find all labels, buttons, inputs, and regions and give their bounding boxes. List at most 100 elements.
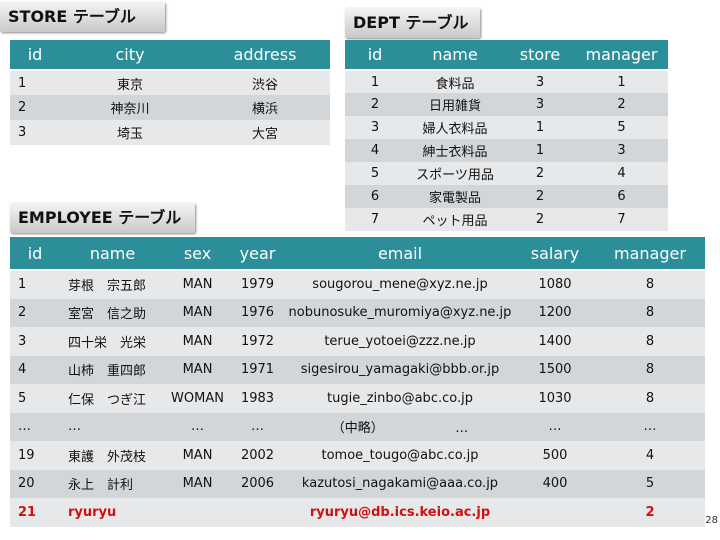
cell: 埼玉 [60, 120, 200, 145]
row: 3 四十栄 光栄 MAN 1972 terue_yotoei@zzz.ne.jp 1400… [10, 327, 705, 356]
header-cell: store [505, 40, 575, 71]
row: 19 東護 外茂枝 MAN 2002 tomoe_tougo@abc.co.jp 500 4 [10, 441, 705, 470]
cell: 1971 [230, 355, 285, 384]
cell: 1080 [515, 270, 595, 299]
row: 21 ryuryu ryuryu@db.ics.keio.ac.jp 2 [10, 498, 705, 527]
cell: 1030 [515, 384, 595, 413]
cell: 400 [515, 469, 595, 498]
cell: kazutosi_nagakami@aaa.co.jp [285, 469, 515, 498]
row: 1 東京 渋谷 [10, 70, 330, 95]
cell: 1200 [515, 298, 595, 327]
cell: 3 [575, 139, 668, 162]
cell: 1 [575, 70, 668, 93]
cell: 4 [595, 441, 705, 470]
cell: 2 [575, 93, 668, 116]
cell: ペット用品 [405, 208, 505, 231]
header-cell: id [10, 40, 60, 71]
dept-table: id name store manager 1 食料品 3 1 2 日用雑貨 3 2 3 婦人衣料品 1 5 4… [345, 40, 668, 231]
header-cell: manager [595, 237, 705, 271]
cell: 1 [10, 70, 60, 95]
cell: MAN [165, 298, 230, 327]
cell: 仁保 つぎ江 [60, 384, 165, 413]
cell: 19 [10, 441, 60, 470]
header-cell: name [60, 237, 165, 271]
cell: 3 [10, 327, 60, 356]
cell [165, 498, 230, 527]
row: 2 神奈川 横浜 [10, 95, 330, 120]
cell: … [515, 412, 595, 441]
row: 1 食料品 3 1 [345, 70, 668, 93]
cell: 1500 [515, 355, 595, 384]
cell: スポーツ用品 [405, 162, 505, 185]
cell: MAN [165, 270, 230, 299]
cell: 20 [10, 469, 60, 498]
row: 3 埼玉 大宮 [10, 120, 330, 145]
cell: 永上 計利 [60, 469, 165, 498]
cell: terue_yotoei@zzz.ne.jp [285, 327, 515, 356]
cell: MAN [165, 355, 230, 384]
cell: 東京 [60, 70, 200, 95]
cell: 渋谷 [200, 70, 330, 95]
cell: 室宮 信之助 [60, 298, 165, 327]
cell: 神奈川 [60, 95, 200, 120]
cell: 2 [595, 498, 705, 527]
header-row: id city address [10, 40, 330, 71]
cell: 四十栄 光栄 [60, 327, 165, 356]
cell: 2 [10, 95, 60, 120]
row: 3 婦人衣料品 1 5 [345, 116, 668, 139]
cell: 2 [505, 208, 575, 231]
page-number: 28 [705, 515, 718, 526]
cell: 21 [10, 498, 60, 527]
cell: … [165, 412, 230, 441]
row: 6 家電製品 2 6 [345, 185, 668, 208]
header-cell: city [60, 40, 200, 71]
cell: 2 [345, 93, 405, 116]
cell: 3 [505, 70, 575, 93]
cell: 芽根 宗五郎 [60, 270, 165, 299]
cell: tugie_zinbo@abc.co.jp [285, 384, 515, 413]
cell: 3 [10, 120, 60, 145]
cell: 7 [575, 208, 668, 231]
cell: tomoe_tougo@abc.co.jp [285, 441, 515, 470]
cell: 4 [10, 355, 60, 384]
cell: 8 [595, 327, 705, 356]
cell: 1976 [230, 298, 285, 327]
cell: 大宮 [200, 120, 330, 145]
row: 2 室宮 信之助 MAN 1976 nobunosuke_muromiya@xyz.ne… [10, 298, 705, 327]
row: ………… （中略） ……… [10, 412, 705, 441]
row: 7 ペット用品 2 7 [345, 208, 668, 231]
cell: sigesirou_yamagaki@bbb.or.jp [285, 355, 515, 384]
cell: 1972 [230, 327, 285, 356]
header-cell: sex [165, 237, 230, 271]
cell: sougorou_mene@xyz.ne.jp [285, 270, 515, 299]
cell: … [595, 412, 705, 441]
cell: 5 [10, 384, 60, 413]
cell: nobunosuke_muromiya@xyz.ne.jp [285, 298, 515, 327]
header-cell: name [405, 40, 505, 71]
cell: 7 [345, 208, 405, 231]
cell: 紳士衣料品 [405, 139, 505, 162]
store-label: STORE テーブル [0, 2, 165, 32]
row: 20 永上 計利 MAN 2006 kazutosi_nagakami@aaa.co.j… [10, 469, 705, 498]
cell: 500 [515, 441, 595, 470]
row: 4 紳士衣料品 1 3 [345, 139, 668, 162]
header-row: id name store manager [345, 40, 668, 71]
cell: 1 [505, 139, 575, 162]
cell: 8 [595, 384, 705, 413]
cell: 1 [10, 270, 60, 299]
cell: 1979 [230, 270, 285, 299]
employee-table: id name sex year email salary manager 1 芽根 宗五郎 MA… [10, 237, 705, 527]
cell: MAN [165, 469, 230, 498]
row: 2 日用雑貨 3 2 [345, 93, 668, 116]
cell: ryuryu [60, 498, 165, 527]
cell: 1 [345, 70, 405, 93]
header-cell: email [285, 237, 515, 271]
cell: 6 [345, 185, 405, 208]
cell: 婦人衣料品 [405, 116, 505, 139]
cell: MAN [165, 441, 230, 470]
row: 1 芽根 宗五郎 MAN 1979 sougorou_mene@xyz.ne.jp 108… [10, 270, 705, 299]
cell: 6 [575, 185, 668, 208]
row: 5 スポーツ用品 2 4 [345, 162, 668, 185]
cell: ryuryu@db.ics.keio.ac.jp [285, 498, 515, 527]
